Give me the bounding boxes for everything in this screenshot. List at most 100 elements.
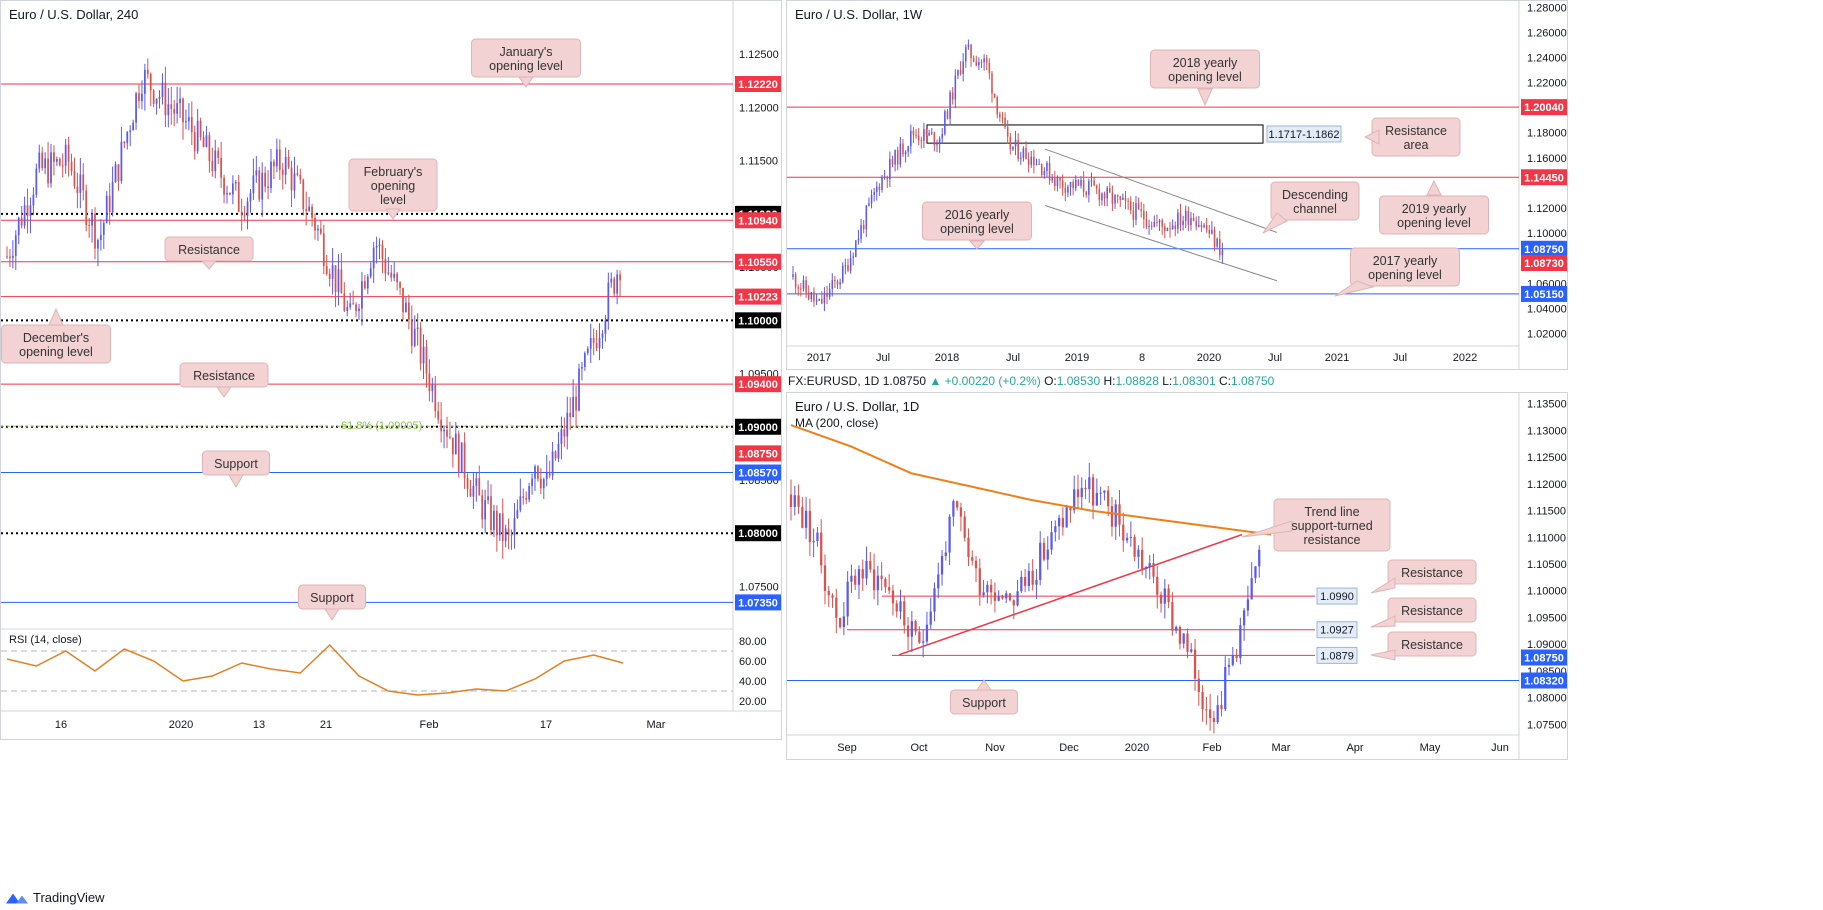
d-candle-body <box>1095 493 1098 506</box>
h4-chart-svg[interactable]: 1.125001.120001.115001.105001.095001.085… <box>1 1 782 740</box>
h4-level-tag-bg <box>735 464 781 481</box>
h4-candle-body <box>437 411 440 420</box>
w-time-tick: 8 <box>1139 352 1145 364</box>
h4-chart-panel[interactable]: Euro / U.S. Dollar, 240 1.12500 1.12000 1.… <box>0 0 782 740</box>
h4-candle-body <box>451 437 454 455</box>
h4-candle-body <box>243 215 246 217</box>
d-candle-body <box>1114 504 1117 527</box>
w-candle-body <box>821 298 823 304</box>
d-resistance-tag-bg <box>1316 621 1358 639</box>
w-candle-body <box>991 73 993 94</box>
d-candle-body <box>1103 490 1106 493</box>
h4-level-tag-bg <box>735 288 781 305</box>
low-label: L: <box>1162 374 1173 388</box>
w-candle-body <box>1111 192 1114 204</box>
h4-rsi-line <box>6 643 624 696</box>
w-candle-body <box>828 289 831 297</box>
weekly-chart-svg[interactable]: 1.28000 1.26000 1.24000 1.22000 1.18000 1.160… <box>787 1 1568 370</box>
weekly-chart-panel[interactable]: Euro / U.S. Dollar, 1W 1.28000 1.26000 1.2… <box>786 0 1568 370</box>
d-candle-body <box>986 584 989 593</box>
h4-candle-body <box>6 256 8 258</box>
d-time-tick: Apr <box>1346 742 1363 754</box>
h4-candle-body <box>302 179 305 210</box>
h4-candle-body <box>487 496 489 501</box>
h4-candle-body <box>337 269 340 293</box>
h4-candle-body <box>9 256 11 258</box>
h4-time-tick: Mar <box>647 719 666 731</box>
h4-level-tag: 1.08000 <box>738 528 778 540</box>
h4-level-tag: 1.09400 <box>738 379 778 391</box>
h4-callout-december-line: opening level <box>19 345 93 359</box>
h4-candle-body <box>255 170 258 176</box>
w-resistance-zone <box>926 124 1264 144</box>
w-callout-2016-pointer <box>968 240 986 250</box>
h4-candle-body <box>413 328 416 346</box>
h4-price-tick: 1.11500 <box>739 156 778 168</box>
symbol-label: FX:EURUSD, 1D <box>788 374 880 388</box>
h4-candle-body <box>366 276 369 289</box>
d-callout-resistance-1-line: Resistance <box>1401 566 1463 580</box>
h4-candle-body <box>20 217 23 226</box>
last-price: 1.08750 <box>882 374 927 388</box>
w-callout-2017-line: opening level <box>1368 268 1442 282</box>
h4-candle-body <box>308 206 311 211</box>
d-candle-body <box>1141 549 1144 570</box>
h4-candle-body <box>484 500 487 520</box>
h4-candle-body <box>187 117 190 122</box>
w-candle-body <box>996 97 999 115</box>
d-candle-body <box>906 625 910 637</box>
w-callout-descending-channel-line: channel <box>1293 202 1337 216</box>
w-candle-body <box>891 159 894 165</box>
w-candle-body <box>802 280 805 289</box>
daily-chart-svg[interactable]: 1.13500 1.13000 1.12500 1.12000 1.11500 1.110… <box>787 393 1568 760</box>
d-candle-body <box>891 590 895 604</box>
high-value: 1.08828 <box>1115 374 1159 388</box>
h4-candle-body <box>261 172 264 200</box>
d-candle-body <box>835 597 838 618</box>
h4-level-tag: 1.10000 <box>738 315 778 327</box>
w-candle-body <box>1129 201 1132 211</box>
h4-candle-body <box>454 433 457 455</box>
h4-candle-body <box>431 383 434 392</box>
d-candle-body <box>914 621 917 632</box>
h4-candle-body <box>70 161 73 171</box>
h4-candle-body <box>29 205 32 217</box>
w-candle-body <box>967 44 970 48</box>
h4-candle-body <box>94 213 96 249</box>
h4-candle-body <box>287 156 290 168</box>
h4-candle-body <box>79 174 82 193</box>
h4-candle-body <box>393 273 396 278</box>
h4-candle-body <box>202 136 205 147</box>
h4-candle-body <box>619 274 621 281</box>
h4-candle-body <box>17 217 20 236</box>
h4-candle-body <box>539 478 542 489</box>
h4-callout-resistance-1-pointer <box>200 260 218 270</box>
d-callout-resistance-3-pointer <box>1370 649 1396 661</box>
d-candle-body <box>808 510 812 543</box>
h4-candle-body <box>572 396 575 418</box>
w-candle-body <box>1163 226 1166 232</box>
w-candle-body <box>957 69 959 76</box>
d-time-tick: Feb <box>1203 742 1222 754</box>
d-candle-body <box>854 575 857 585</box>
h4-fib-label: 61.8% (1.09005) <box>341 420 422 432</box>
daily-chart-panel[interactable]: Euro / U.S. Dollar, 1D MA (200, close) 1… <box>786 392 1568 760</box>
w-price-tick: 1.04000 <box>1527 303 1567 315</box>
h4-candle-body <box>41 152 44 168</box>
h4-candle-body <box>111 182 114 213</box>
h4-callout-support-2-pointer <box>324 608 340 621</box>
w-candle-body <box>1109 188 1111 193</box>
d-price-tick: 1.10000 <box>1527 586 1567 598</box>
h4-candle-body <box>82 174 85 191</box>
d-candle-body <box>1156 576 1159 595</box>
tradingview-icon <box>6 892 28 904</box>
w-callout-2016-line: opening level <box>940 222 1014 236</box>
h4-candle-body <box>143 69 146 94</box>
h4-candle-body <box>311 206 313 218</box>
h4-callout-january-pointer <box>518 76 534 88</box>
tradingview-logo[interactable]: TradingView <box>6 890 105 905</box>
w-time-tick: Jul <box>1006 352 1020 364</box>
w-candle-body <box>1030 156 1033 165</box>
d-trend-line <box>898 533 1243 656</box>
d-candle-body <box>1088 477 1091 490</box>
